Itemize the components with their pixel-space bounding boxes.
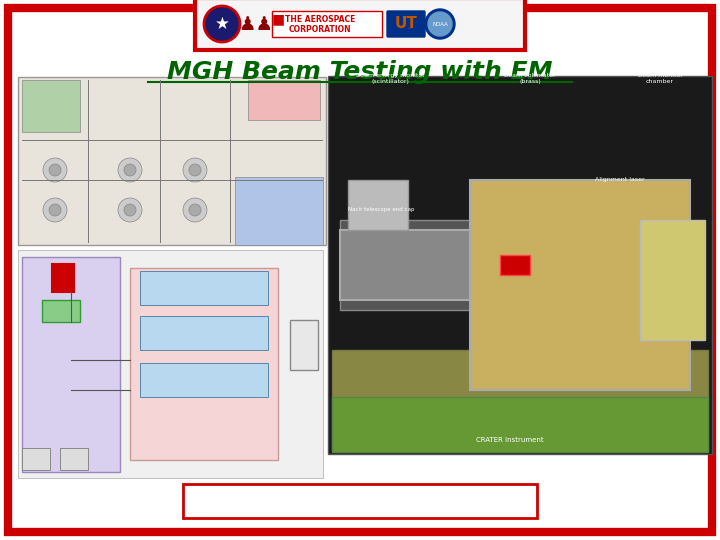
Text: Cosmic RAy Telescope for the Effects of Radiation: Cosmic RAy Telescope for the Effects of … [187, 494, 533, 508]
Circle shape [124, 204, 136, 216]
Bar [60, 448, 88, 470]
Bar [42, 300, 80, 322]
Bar [290, 320, 318, 370]
Bar [235, 177, 323, 245]
Bar [340, 230, 470, 300]
Bar [52, 264, 74, 292]
Bar [272, 11, 382, 37]
Circle shape [204, 6, 240, 42]
Bar [195, 0, 525, 50]
Circle shape [183, 198, 207, 222]
Bar [640, 220, 705, 340]
Bar [183, 484, 537, 518]
Text: Beam collimator
(brass): Beam collimator (brass) [504, 73, 556, 84]
Text: UT: UT [395, 17, 418, 31]
Text: CRATER Instrument: CRATER Instrument [476, 437, 544, 443]
Circle shape [425, 9, 455, 39]
Text: Beam monitor
chamber: Beam monitor chamber [638, 73, 683, 84]
Bar [140, 363, 268, 397]
Text: Alignment laser: Alignment laser [595, 178, 644, 183]
Bar [348, 180, 408, 230]
Bar [22, 257, 120, 472]
Circle shape [43, 158, 67, 182]
Circle shape [49, 204, 61, 216]
Bar [340, 220, 540, 310]
Bar [328, 76, 712, 454]
Bar [500, 255, 530, 275]
Bar [470, 180, 690, 390]
Text: NOAA: NOAA [432, 22, 448, 26]
Text: MGH Beam Testing with EM: MGH Beam Testing with EM [167, 60, 553, 84]
Bar [140, 316, 268, 350]
Text: THE AEROSPACE: THE AEROSPACE [285, 15, 355, 24]
Text: ♟♟: ♟♟ [238, 15, 274, 33]
Bar [18, 77, 326, 245]
Text: ■: ■ [271, 12, 284, 26]
Text: Beam energy monitor
(scintillator): Beam energy monitor (scintillator) [356, 73, 424, 84]
Circle shape [189, 164, 201, 176]
Bar [18, 250, 323, 478]
FancyBboxPatch shape [387, 11, 425, 37]
Circle shape [124, 164, 136, 176]
Circle shape [118, 158, 142, 182]
Text: CORPORATION: CORPORATION [289, 25, 351, 35]
Text: ★: ★ [215, 15, 230, 33]
Bar [248, 80, 320, 120]
Circle shape [49, 164, 61, 176]
Bar [140, 271, 268, 305]
Circle shape [428, 12, 452, 36]
Circle shape [183, 158, 207, 182]
Circle shape [118, 198, 142, 222]
Text: Nacir telescope end cap: Nacir telescope end cap [348, 207, 415, 213]
Bar [22, 80, 80, 132]
Bar [332, 397, 708, 452]
Bar [22, 448, 50, 470]
Bar [332, 350, 708, 450]
Bar [130, 268, 278, 460]
Circle shape [43, 198, 67, 222]
Circle shape [189, 204, 201, 216]
